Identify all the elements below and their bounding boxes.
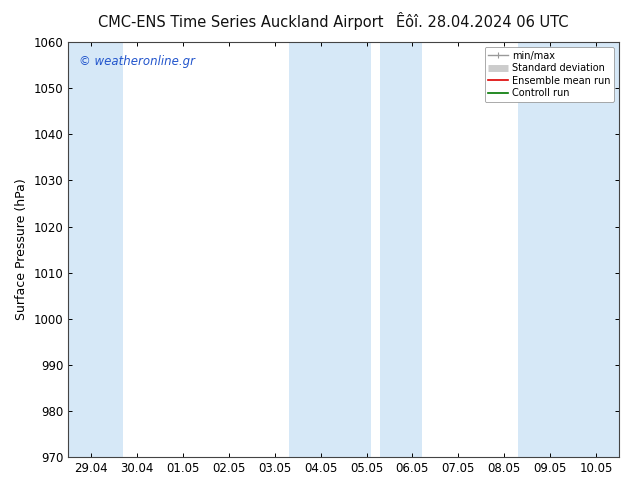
Text: Êôî. 28.04.2024 06 UTC: Êôî. 28.04.2024 06 UTC xyxy=(396,15,568,30)
Text: CMC-ENS Time Series Auckland Airport: CMC-ENS Time Series Auckland Airport xyxy=(98,15,384,30)
Bar xyxy=(68,42,123,457)
Bar xyxy=(518,42,619,457)
Bar xyxy=(288,42,371,457)
Y-axis label: Surface Pressure (hPa): Surface Pressure (hPa) xyxy=(15,179,28,320)
Legend: min/max, Standard deviation, Ensemble mean run, Controll run: min/max, Standard deviation, Ensemble me… xyxy=(484,47,614,102)
Bar xyxy=(380,42,422,457)
Text: © weatheronline.gr: © weatheronline.gr xyxy=(79,54,195,68)
